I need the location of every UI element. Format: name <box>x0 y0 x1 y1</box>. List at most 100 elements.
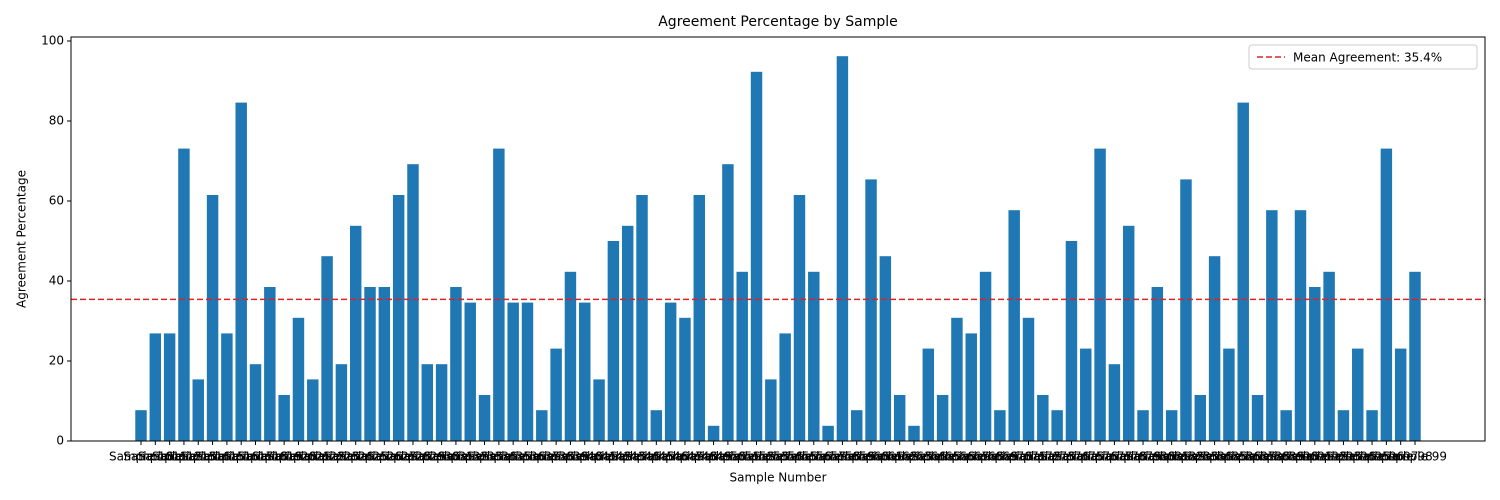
bar <box>650 410 663 441</box>
bar <box>1180 179 1192 441</box>
x-tick-label: Sample 60 <box>825 450 889 464</box>
x-tick-label: Sample 93 <box>1297 450 1361 464</box>
bar <box>994 410 1006 441</box>
bar <box>936 395 949 441</box>
bar <box>1151 287 1164 441</box>
x-tick-label: Sample 95 <box>1326 450 1390 464</box>
x-tick-label: Sample 88 <box>1226 450 1290 464</box>
x-tick-label: Sample 57 <box>782 450 846 464</box>
x-tick-label: Sample 61 <box>839 450 903 464</box>
bar <box>893 395 906 441</box>
bar <box>335 364 348 441</box>
bar <box>707 425 720 441</box>
y-tick-label: 60 <box>49 194 64 208</box>
bar <box>765 379 777 441</box>
bar <box>922 348 935 441</box>
chart-title: Agreement Percentage by Sample <box>658 14 898 30</box>
x-tick-label: Sample 41 <box>553 450 617 464</box>
bar <box>1108 364 1121 441</box>
x-tick-label: Sample 38 <box>510 450 574 464</box>
x-tick-label: Sample 89 <box>1240 450 1304 464</box>
x-tick-label: Sample 98 <box>1369 450 1433 464</box>
x-tick-label: Sample 94 <box>1311 450 1375 464</box>
x-tick-label: Sample 66 <box>911 450 975 464</box>
legend-box <box>1248 44 1478 70</box>
x-tick-label: Sample 47 <box>639 450 703 464</box>
x-tick-label: Sample 65 <box>896 450 960 464</box>
bar <box>407 164 419 441</box>
x-tick-label: Sample 29 <box>381 450 445 464</box>
bar <box>1237 102 1249 441</box>
x-tick-label: Sample 90 <box>1254 450 1318 464</box>
bar <box>1008 210 1020 441</box>
x-tick-label: Sample 99 <box>1383 450 1447 464</box>
bar <box>321 256 333 441</box>
x-tick-label: Sample 69 <box>954 450 1018 464</box>
bar <box>1294 210 1307 441</box>
x-tick-label: Sample 10 <box>109 450 173 464</box>
y-tick-label: 0 <box>56 434 64 448</box>
bar <box>1337 410 1350 441</box>
x-tick-label: Sample 36 <box>481 450 545 464</box>
x-tick-label: Sample 15 <box>181 450 245 464</box>
x-tick-label: Sample 97 <box>1354 450 1418 464</box>
x-tick-label: Sample 35 <box>467 450 531 464</box>
bar <box>793 195 806 441</box>
x-tick-label: Sample 51 <box>696 450 760 464</box>
x-tick-label: Sample 20 <box>252 450 316 464</box>
bar <box>736 271 748 441</box>
y-tick-label: 40 <box>49 274 64 288</box>
bar <box>536 410 548 441</box>
x-tick-label: Sample 31 <box>410 450 474 464</box>
bar <box>607 241 620 441</box>
x-tick-label: Sample 42 <box>567 450 631 464</box>
bar <box>1122 225 1135 441</box>
bar <box>1266 210 1278 441</box>
x-tick-label: Sample 23 <box>295 450 359 464</box>
bar <box>1165 410 1178 441</box>
x-tick-label: Sample 84 <box>1168 450 1232 464</box>
x-tick-label: Sample 52 <box>710 450 774 464</box>
bar <box>1366 410 1378 441</box>
x-tick-label: Sample 28 <box>367 450 431 464</box>
bar <box>1208 256 1221 441</box>
x-tick-label: Sample 96 <box>1340 450 1404 464</box>
x-tick-label: Sample 18 <box>223 450 287 464</box>
bar <box>1380 148 1393 441</box>
x-tick-label: Sample 79 <box>1097 450 1161 464</box>
y-tick-label: 20 <box>49 354 64 368</box>
bar <box>908 425 920 441</box>
x-tick-label: Sample 78 <box>1082 450 1146 464</box>
bar <box>192 379 204 441</box>
x-tick-label: Sample 48 <box>653 450 717 464</box>
bar <box>1037 395 1049 441</box>
x-tick-label: Sample 85 <box>1183 450 1247 464</box>
bar <box>264 287 276 441</box>
x-tick-label: Sample 71 <box>982 450 1046 464</box>
x-tick-label: Sample 77 <box>1068 450 1132 464</box>
x-tick-label: Sample 24 <box>309 450 373 464</box>
bar <box>564 271 577 441</box>
bar <box>507 302 519 441</box>
bar <box>278 395 290 441</box>
bar <box>965 333 977 441</box>
bar <box>722 164 734 441</box>
x-tick-label: Sample 46 <box>624 450 688 464</box>
bar <box>178 148 190 441</box>
x-tick-label: Sample 44 <box>596 450 660 464</box>
x-tick-label: Sample 26 <box>338 450 402 464</box>
bar <box>621 225 634 441</box>
x-tick-label: Sample 83 <box>1154 450 1218 464</box>
bar <box>135 410 147 441</box>
x-tick-label: Sample 40 <box>538 450 602 464</box>
x-tick-label: Sample 32 <box>424 450 488 464</box>
bar <box>636 195 648 441</box>
x-tick-label: Sample 55 <box>753 450 817 464</box>
x-tick-label: Sample 45 <box>610 450 674 464</box>
bar <box>593 379 605 441</box>
y-tick-label: 80 <box>49 114 64 128</box>
bar <box>979 271 992 441</box>
x-tick-label: Sample 81 <box>1125 450 1189 464</box>
bar <box>235 102 247 441</box>
